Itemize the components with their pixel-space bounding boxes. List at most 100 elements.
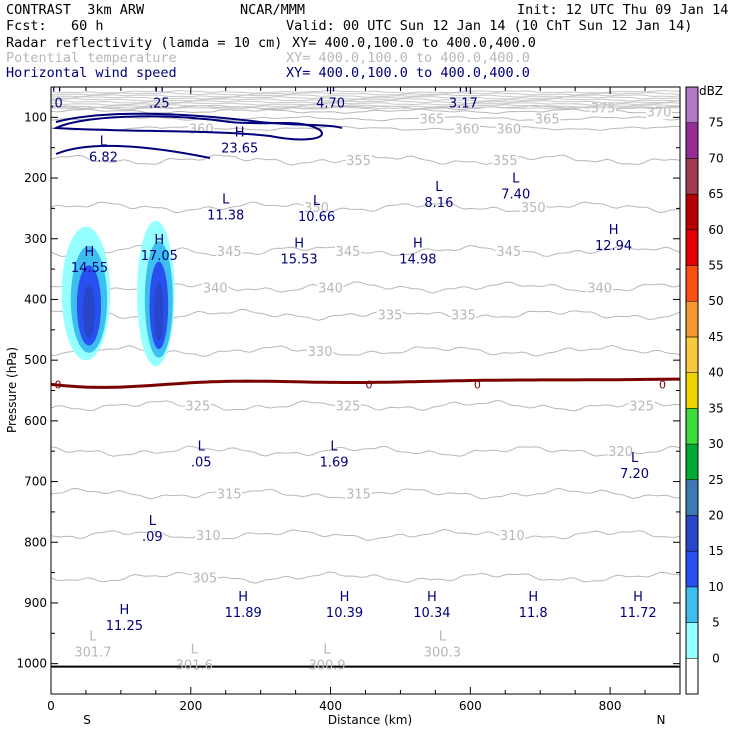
wind-extremum-value: 11.89 [225, 606, 262, 621]
theta-label-bg [335, 398, 362, 414]
wind-extremum-marker: H [154, 81, 164, 96]
colorbar-swatch [685, 122, 699, 159]
theta-contour-upper [51, 93, 680, 98]
valid-time: Valid: 00 UTC Sun 12 Jan 14 (10 ChT Sun … [286, 18, 693, 34]
wind-extremum-marker: H [633, 590, 643, 605]
wind-extremum-value: 15.53 [280, 253, 317, 268]
wind-extremum-value: 4.70 [316, 97, 345, 112]
theta-contour-310 [51, 528, 680, 541]
freezing-level-label: 0 [365, 378, 372, 391]
y-axis-label: Pressure (hPa) [5, 347, 19, 433]
wind-extremum-value: 11.72 [619, 606, 656, 621]
wind-extremum-marker: L [100, 135, 108, 150]
wind-extremum-marker: L [222, 192, 230, 207]
theta-label-bg [492, 152, 519, 168]
theta-label-375: 375 [591, 102, 616, 117]
freezing-level-label: 0 [54, 378, 61, 391]
theta-label-310: 310 [196, 529, 221, 544]
wind-extremum-marker: H [340, 590, 350, 605]
wind-extremum-value: 11.38 [207, 208, 244, 223]
wind-extremum-value: .25 [149, 97, 170, 112]
wind-extremum-value: 10.66 [298, 210, 335, 225]
organization: NCAR/MMM [240, 2, 306, 18]
wind-extremum-marker: L [198, 439, 206, 454]
wind-extremum-value: .09 [142, 530, 163, 545]
theta-label-bg [317, 280, 344, 296]
y-tick-label: 900 [24, 596, 47, 610]
wind-extremum-marker: H [85, 245, 95, 260]
wind-extremum-value: 10.39 [326, 606, 363, 621]
theta-label-360: 360 [454, 122, 479, 137]
theta-label-315: 315 [346, 488, 371, 503]
colorbar-tick-label: 10 [708, 580, 723, 594]
colorbar-tick-label: 50 [708, 294, 723, 308]
colorbar-swatch [685, 158, 699, 195]
theta-contour-320 [51, 445, 680, 457]
theta-contour-upper [51, 106, 680, 110]
wind-extremum-value: 17.05 [141, 249, 178, 264]
colorbar-tick-label: 30 [708, 437, 723, 451]
freezing-level-label: 0 [474, 378, 481, 391]
field-name-reflectivity: Radar reflectivity (lamda = 10 cm) [6, 35, 283, 51]
theta-label-bg [303, 200, 330, 216]
field-xy-reflectivity: XY= 400.0,100.0 to 400.0,400.0 [292, 35, 536, 51]
field-xy-theta: XY= 400.0,100.0 to 400.0,400.0 [286, 50, 530, 66]
colorbar-swatch [685, 193, 699, 231]
theta-label-bg [202, 280, 229, 296]
colorbar-swatch [685, 336, 699, 373]
theta-label-325: 325 [185, 400, 210, 415]
theta-label-365: 365 [535, 113, 560, 128]
theta-label-bg [345, 486, 372, 502]
theta-contour-305 [51, 571, 680, 584]
theta-label-365: 365 [419, 113, 444, 128]
colorbar-swatch [685, 515, 699, 552]
theta-label-320: 320 [608, 445, 633, 460]
colorbar-swatch [685, 408, 699, 445]
colorbar-tick-label: 25 [708, 473, 723, 487]
colorbar-swatch [685, 372, 699, 409]
south-endpoint-label: S [83, 713, 91, 727]
theta-label-335: 335 [451, 309, 476, 324]
wind-extremum-value: 11.8 [519, 606, 548, 621]
wind-extremum-marker: H [528, 590, 538, 605]
colorbar-swatch [685, 300, 699, 338]
theta-extremum-value: 301.7 [74, 645, 111, 660]
wind-extremum-value: 11.25 [106, 619, 143, 634]
theta-label-310: 310 [500, 529, 525, 544]
forecast-hour: Fcst: 60 h [6, 18, 104, 34]
theta-extremum-marker: L [89, 629, 97, 644]
colorbar-swatch [685, 550, 699, 588]
theta-label-340: 340 [587, 281, 612, 296]
theta-label-bg [191, 570, 218, 586]
wind-extremum-value: 23.65 [221, 141, 258, 156]
theta-label-345: 345 [336, 245, 361, 260]
theta-label-335: 335 [378, 309, 403, 324]
field-name-theta: Potential temperature [6, 50, 177, 66]
theta-label-355: 355 [346, 154, 371, 169]
field-xy-wind: XY= 400.0,100.0 to 400.0,400.0 [286, 65, 530, 81]
wind-extremum-marker: L [330, 439, 338, 454]
y-tick-label: 400 [24, 292, 47, 306]
theta-label-bg [628, 398, 655, 414]
colorbar-swatch [685, 265, 699, 302]
colorbar-swatch [685, 658, 699, 695]
y-tick-label: 1000 [16, 657, 47, 671]
theta-label-bg [195, 527, 222, 543]
wind-extremum-value: 7.40 [501, 188, 530, 203]
y-tick-label: 700 [24, 475, 47, 489]
theta-contour-350 [51, 201, 680, 214]
x-tick-label: 600 [459, 699, 482, 713]
theta-extremum-value: 301.6 [176, 659, 213, 674]
wind-extremum-value: 6.82 [89, 151, 118, 166]
wind-extremum-marker: H [119, 603, 129, 618]
y-tick-label: 600 [24, 414, 47, 428]
theta-label-330: 330 [308, 345, 333, 360]
theta-label-bg [607, 444, 634, 460]
north-endpoint-label: N [657, 713, 666, 727]
theta-label-325: 325 [336, 400, 361, 415]
theta-label-bg [534, 111, 561, 127]
theta-label-340: 340 [318, 281, 343, 296]
colorbar-swatch [685, 229, 699, 266]
model-title: CONTRAST 3km ARW [6, 2, 145, 18]
